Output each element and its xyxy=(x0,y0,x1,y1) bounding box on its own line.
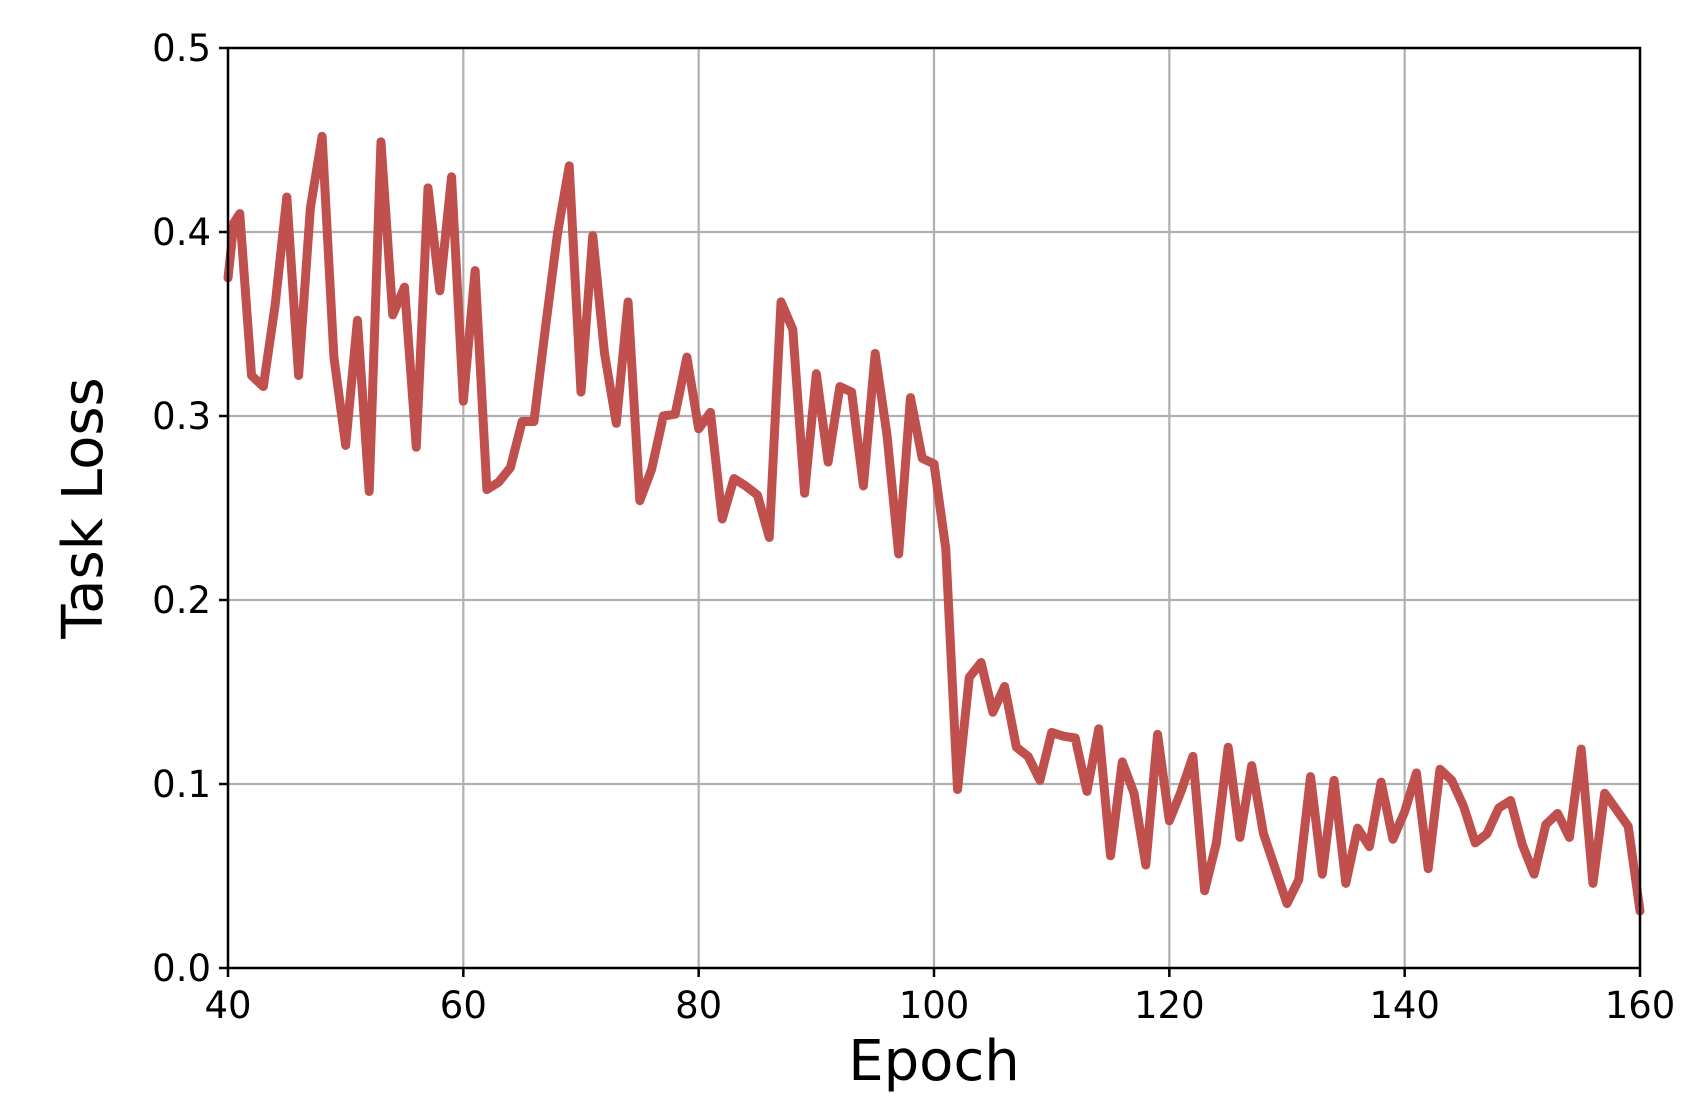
x-axis-label: Epoch xyxy=(848,1029,1019,1094)
y-tick-label: 0.4 xyxy=(152,211,211,254)
x-tick-label: 40 xyxy=(204,984,251,1027)
x-tick-label: 80 xyxy=(675,984,722,1027)
x-tick-label: 100 xyxy=(899,984,970,1027)
y-tick-label: 0.3 xyxy=(152,395,211,438)
x-tick-label: 160 xyxy=(1605,984,1676,1027)
y-tick-label: 0.5 xyxy=(152,27,211,70)
y-axis-label: Task Loss xyxy=(51,377,116,640)
x-tick-label: 120 xyxy=(1134,984,1205,1027)
x-tick-label: 140 xyxy=(1369,984,1440,1027)
series-layer xyxy=(223,131,1645,916)
x-tick-label: 60 xyxy=(440,984,487,1027)
grid-lines xyxy=(228,48,1640,968)
y-tick-label: 0.0 xyxy=(152,947,211,990)
series-line-0 xyxy=(223,131,1645,916)
y-tick-label: 0.2 xyxy=(152,579,211,622)
axis-ticks: 40 60 80 100 120 140 160 0.0 0.1 0.2 0.3 0.4 0.5 xyxy=(152,27,1675,1027)
y-tick-label: 0.1 xyxy=(152,763,211,806)
